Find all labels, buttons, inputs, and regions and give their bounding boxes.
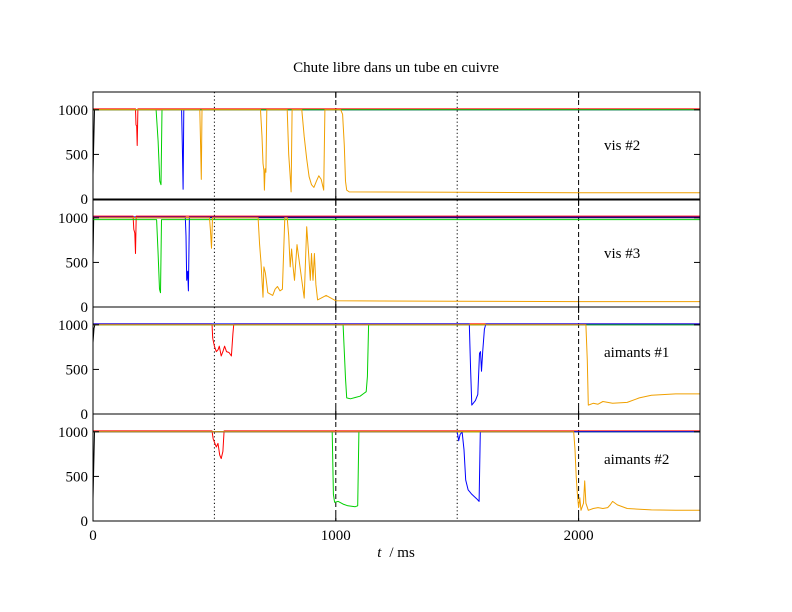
series-line-orange bbox=[93, 217, 700, 303]
series-line-green bbox=[93, 324, 700, 400]
series-line-orange bbox=[93, 431, 700, 511]
y-tick-label: 500 bbox=[66, 255, 89, 271]
panel-label: vis #3 bbox=[604, 246, 640, 262]
panel-2: 0 500 1000 vis #3 bbox=[58, 199, 701, 316]
x-tick-label: 2000 bbox=[564, 528, 594, 544]
panel-frame bbox=[92, 91, 701, 200]
x-axis-label-var: t bbox=[377, 545, 382, 561]
y-tick-label: 500 bbox=[66, 362, 89, 378]
chart-panels: 0 500 1000 vis #2 0 500 1000 vis #3 0 500 1000 aima… bbox=[58, 91, 701, 530]
y-tick-label: 1000 bbox=[58, 318, 88, 334]
series-line-blue bbox=[93, 431, 700, 502]
series-line-green bbox=[93, 431, 700, 508]
series-line-green bbox=[93, 219, 700, 294]
y-tick-label: 0 bbox=[81, 407, 89, 423]
y-tick-label: 500 bbox=[66, 469, 89, 485]
panel-4: 0 500 1000 aimants #2 bbox=[58, 413, 701, 530]
panel-1: 0 500 1000 vis #2 bbox=[58, 91, 701, 208]
x-axis-label: t / ms bbox=[377, 545, 415, 561]
series-line-red bbox=[93, 108, 700, 146]
panel-label: aimants #1 bbox=[604, 345, 669, 361]
y-tick-label: 0 bbox=[81, 514, 89, 530]
series-line-blue bbox=[93, 323, 700, 406]
series-line-red bbox=[93, 430, 700, 460]
y-tick-label: 0 bbox=[81, 192, 89, 208]
x-axis-label-unit: / ms bbox=[389, 545, 415, 561]
panel-label: vis #2 bbox=[604, 138, 640, 154]
y-tick-label: 1000 bbox=[58, 425, 88, 441]
y-tick-label: 0 bbox=[81, 300, 89, 316]
series-line-orange bbox=[93, 324, 700, 406]
series-line-orange bbox=[93, 109, 700, 194]
y-tick-label: 1000 bbox=[58, 103, 88, 119]
series-line-red bbox=[93, 215, 700, 254]
panel-label: aimants #2 bbox=[604, 452, 669, 468]
y-tick-label: 500 bbox=[66, 147, 89, 163]
panel-3: 0 500 1000 aimants #1 bbox=[58, 306, 701, 423]
chart-title: Chute libre dans un tube en cuivre bbox=[293, 60, 499, 76]
x-tick-label: 0 bbox=[89, 528, 97, 544]
series-line-red bbox=[93, 323, 700, 357]
y-tick-label: 1000 bbox=[58, 211, 88, 227]
x-axis-ticks: 0 1000 2000 bbox=[89, 528, 593, 544]
x-tick-label: 1000 bbox=[321, 528, 351, 544]
panel-frame bbox=[92, 413, 701, 522]
